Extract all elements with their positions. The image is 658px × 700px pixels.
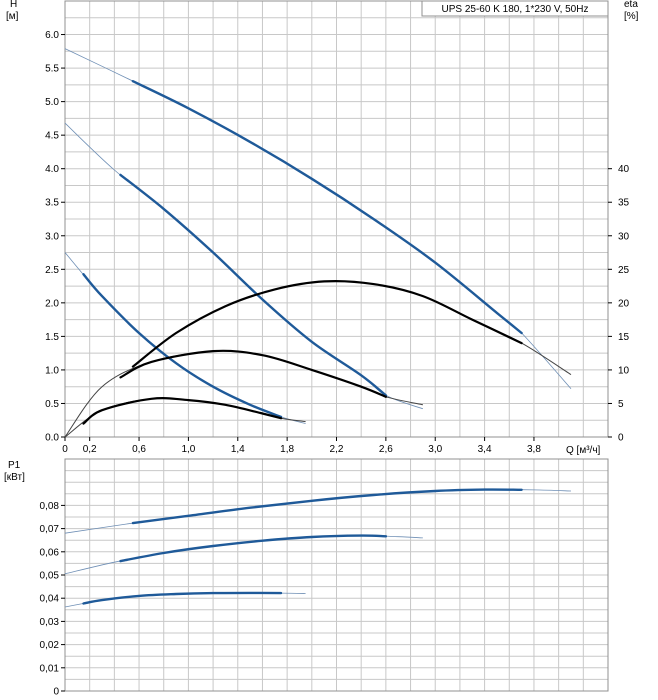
y-tick-label: 0.5 bbox=[45, 399, 59, 410]
eta-curve-thin-4 bbox=[64, 350, 424, 438]
p1-tick-label: 0 bbox=[53, 687, 59, 698]
p1-tick-label: 0,03 bbox=[40, 617, 60, 628]
x-tick-label: 3,4 bbox=[478, 444, 492, 455]
x-tick-label: 2,2 bbox=[330, 444, 344, 455]
top-grid bbox=[65, 1, 608, 437]
x-tick-label: 1,8 bbox=[280, 444, 294, 455]
x-tick-label: 0,6 bbox=[132, 444, 146, 455]
y2-axis-unit: [%] bbox=[624, 11, 639, 22]
p1-axis-unit: [кВт] bbox=[4, 472, 25, 483]
bottom-grid bbox=[65, 459, 608, 691]
bottom-ticks: 0 0,01 0,02 0,03 0,04 0,05 0,06 0,07 0,08 bbox=[40, 501, 65, 698]
y-tick-label: 4.5 bbox=[45, 131, 59, 142]
y-tick-label: 5.5 bbox=[45, 64, 59, 75]
head-curve-1 bbox=[119, 173, 388, 397]
eta-curve-3 bbox=[131, 279, 523, 368]
head-curve-thin-2 bbox=[64, 252, 306, 424]
p1-tick-label: 0,08 bbox=[40, 501, 60, 512]
power-curve-0 bbox=[131, 488, 523, 525]
p1-tick-label: 0,02 bbox=[40, 640, 60, 651]
y-tick-label: 3.5 bbox=[45, 198, 59, 209]
power-curve-2 bbox=[82, 591, 283, 605]
y-tick-label: 0.0 bbox=[45, 433, 59, 444]
p1-tick-label: 0,04 bbox=[40, 594, 60, 605]
head-curve-0 bbox=[131, 80, 523, 335]
x-tick-label: 3,0 bbox=[428, 444, 442, 455]
y-tick-label: 1.0 bbox=[45, 365, 59, 376]
head-curve-thin-1 bbox=[64, 122, 424, 410]
y-tick-label: 4.0 bbox=[45, 164, 59, 175]
p1-tick-label: 0,07 bbox=[40, 524, 60, 535]
y2-tick-label: 30 bbox=[618, 231, 630, 242]
x-tick-label: 0 bbox=[62, 444, 68, 455]
y-axis-unit: [м] bbox=[6, 11, 19, 22]
y-axis-label: H bbox=[10, 0, 17, 10]
y2-tick-label: 40 bbox=[618, 164, 630, 175]
y2-tick-label: 15 bbox=[618, 332, 630, 343]
eta-curve-thin-5 bbox=[64, 397, 306, 438]
y-tick-label: 6.0 bbox=[45, 30, 59, 41]
bottom-series-group bbox=[64, 488, 572, 608]
y2-tick-label: 25 bbox=[618, 265, 630, 276]
x-tick-label: 1,0 bbox=[181, 444, 195, 455]
eta-curve-4 bbox=[119, 349, 387, 398]
power-curve-1 bbox=[119, 534, 388, 563]
y-tick-label: 3.0 bbox=[45, 231, 59, 242]
y2-axis-label: eta bbox=[624, 0, 638, 10]
x-tick-label: 3,8 bbox=[527, 444, 541, 455]
top-series-group bbox=[64, 48, 572, 438]
y2-tick-label: 0 bbox=[618, 433, 624, 444]
y-tick-label: 2.0 bbox=[45, 298, 59, 309]
bottom-panel: 0 0,01 0,02 0,03 0,04 0,05 0,06 0,07 0,08 P1 [кВ… bbox=[4, 458, 609, 698]
title-box bbox=[421, 0, 609, 17]
power-curve-thin-0 bbox=[64, 489, 572, 534]
y2-tick-label: 5 bbox=[618, 399, 624, 410]
p1-tick-label: 0,06 bbox=[40, 547, 60, 558]
eta-curve-5 bbox=[82, 397, 283, 425]
y-tick-label: 1.5 bbox=[45, 332, 59, 343]
y2-tick-label: 35 bbox=[618, 198, 630, 209]
top-panel: 0.0 0.5 1.0 1.5 2.0 2.5 3.0 3.5 4.0 4.5 5.0 5.5 6.0 0… bbox=[6, 0, 639, 456]
p1-tick-label: 0,01 bbox=[40, 663, 60, 674]
x-axis-label: Q [м³/ч] bbox=[566, 445, 601, 456]
x-tick-label: 2,6 bbox=[379, 444, 393, 455]
x-tick-label: 0,2 bbox=[83, 444, 97, 455]
y-tick-label: 5.0 bbox=[45, 97, 59, 108]
top-ticks: 0.0 0.5 1.0 1.5 2.0 2.5 3.0 3.5 4.0 4.5 5.0 5.5 6.0 0… bbox=[45, 30, 629, 455]
chart-title: UPS 25-60 K 180, 1*230 V, 50Hz bbox=[442, 4, 589, 15]
head-curve-2 bbox=[82, 273, 283, 419]
p1-tick-label: 0,05 bbox=[40, 571, 60, 582]
y2-tick-label: 20 bbox=[618, 298, 630, 309]
top-title-box: UPS 25-60 K 180, 1*230 V, 50Hz bbox=[421, 0, 609, 17]
eta-curve-thin-3 bbox=[132, 280, 572, 376]
y2-tick-label: 10 bbox=[618, 365, 630, 376]
x-tick-label: 1,4 bbox=[231, 444, 245, 455]
y-tick-label: 2.5 bbox=[45, 265, 59, 276]
p1-axis-label: P1 bbox=[8, 460, 21, 471]
